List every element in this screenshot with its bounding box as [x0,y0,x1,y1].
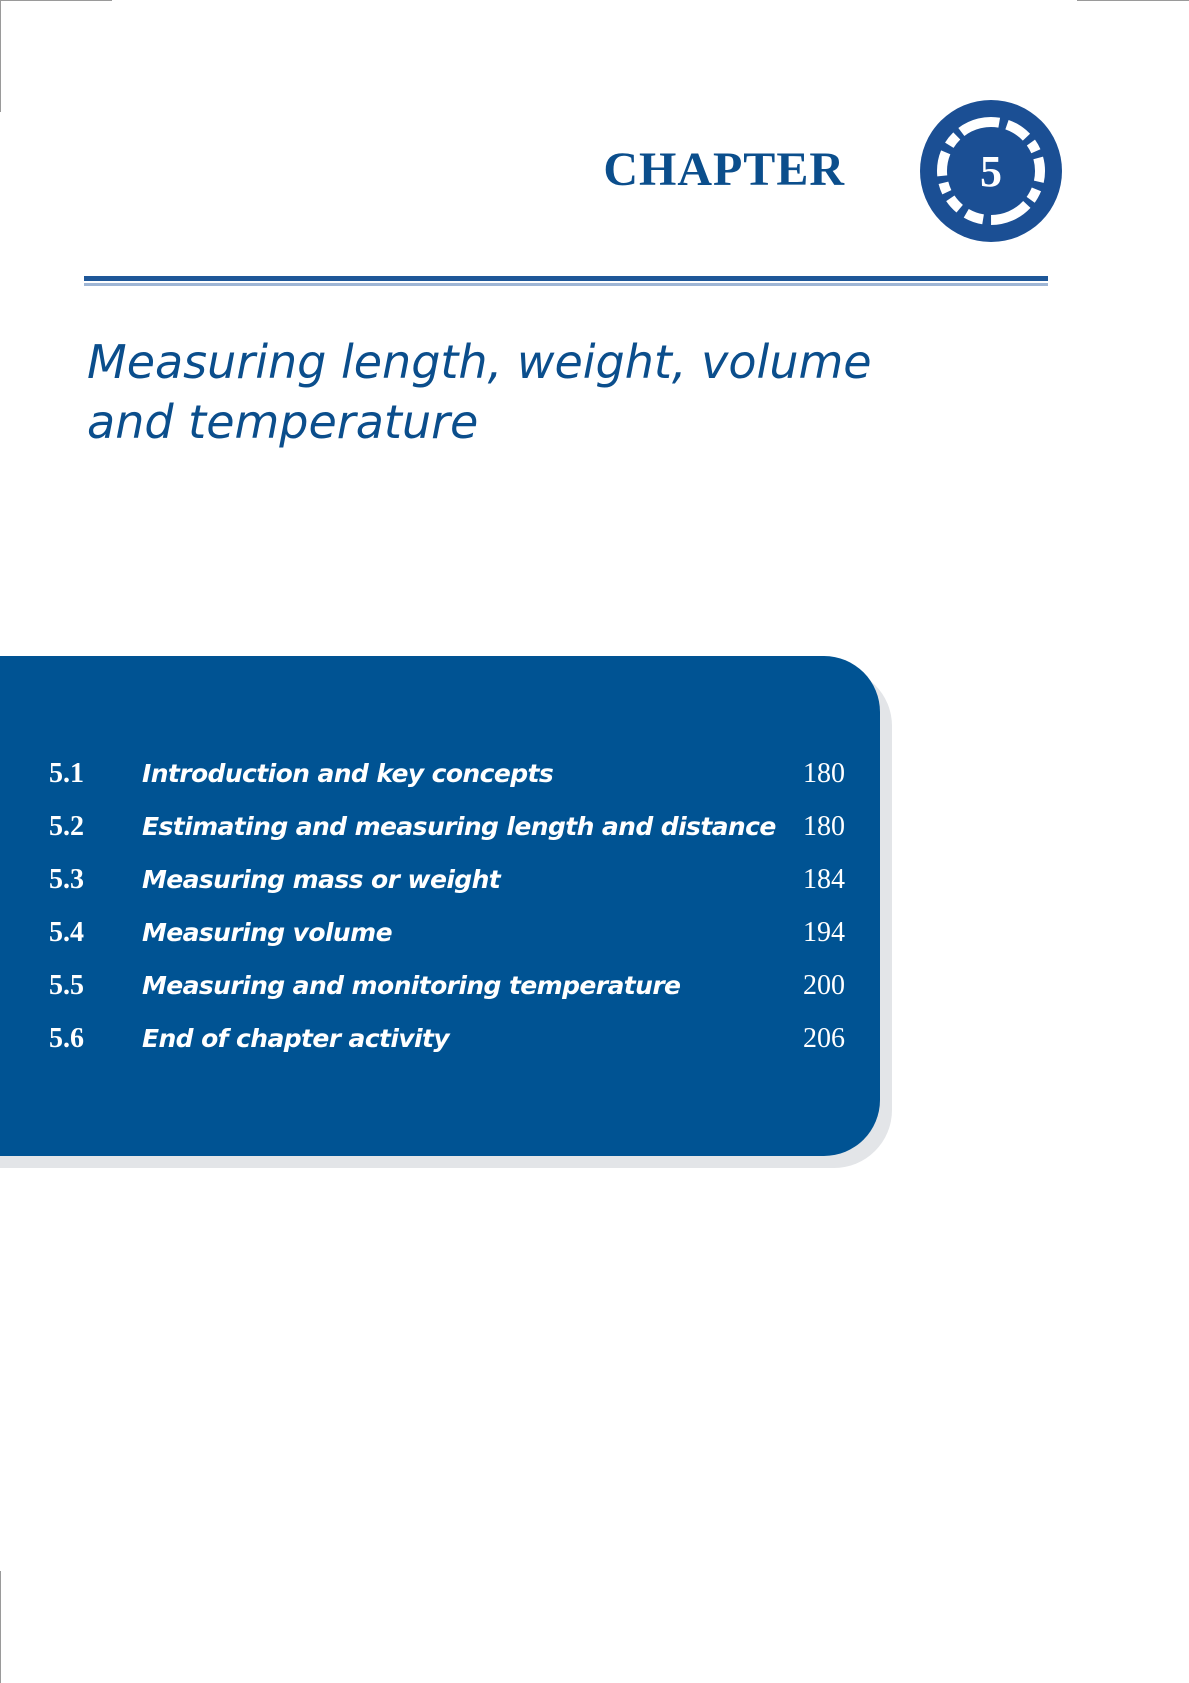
crop-mark [0,0,112,1]
chapter-label: CHAPTER [603,143,845,196]
toc-entry-title: Introduction and key concepts [142,759,554,788]
header-rule [84,276,1048,281]
toc-entry-number: 5.2 [49,811,84,842]
toc-list: 5.1 Introduction and key concepts 180 5.… [0,756,880,1074]
toc-entry-title: End of chapter activity [142,1024,450,1053]
toc-entry: 5.6 End of chapter activity 206 [0,1021,880,1074]
chapter-number-badge: 5 [920,100,1062,242]
toc-entry: 5.3 Measuring mass or weight 184 [0,862,880,915]
chapter-title: Measuring length, weight, volume and tem… [87,332,987,452]
toc-entry-title: Measuring volume [142,918,393,947]
toc-entry: 5.5 Measuring and monitoring temperature… [0,968,880,1021]
toc-entry: 5.1 Introduction and key concepts 180 [0,756,880,809]
toc-entry: 5.4 Measuring volume 194 [0,915,880,968]
toc-entry-page: 200 [803,970,845,1001]
header-rule-shadow [84,283,1048,286]
crop-mark [0,0,1,112]
toc-entry-number: 5.1 [49,758,84,789]
toc-entry-page: 184 [803,864,845,895]
toc-entry-title: Estimating and measuring length and dist… [142,812,776,841]
toc-entry-number: 5.6 [49,1023,84,1054]
toc-entry-number: 5.5 [49,970,84,1001]
toc-entry-number: 5.4 [49,917,84,948]
crop-mark [1077,0,1189,1]
toc-entry-page: 180 [803,758,845,789]
toc-entry: 5.2 Estimating and measuring length and … [0,809,880,862]
chapter-title-line-2: and temperature [87,395,479,449]
crop-mark [0,1571,1,1683]
toc-entry-title: Measuring and monitoring temperature [142,971,681,1000]
toc-entry-page: 206 [803,1023,845,1054]
toc-panel: 5.1 Introduction and key concepts 180 5.… [0,656,880,1156]
toc-entry-page: 194 [803,917,845,948]
toc-entry-page: 180 [803,811,845,842]
chapter-number: 5 [980,147,1002,196]
toc-entry-title: Measuring mass or weight [142,865,501,894]
chapter-title-line-1: Measuring length, weight, volume [87,335,872,389]
toc-entry-number: 5.3 [49,864,84,895]
dashed-ring-icon [937,117,1045,225]
